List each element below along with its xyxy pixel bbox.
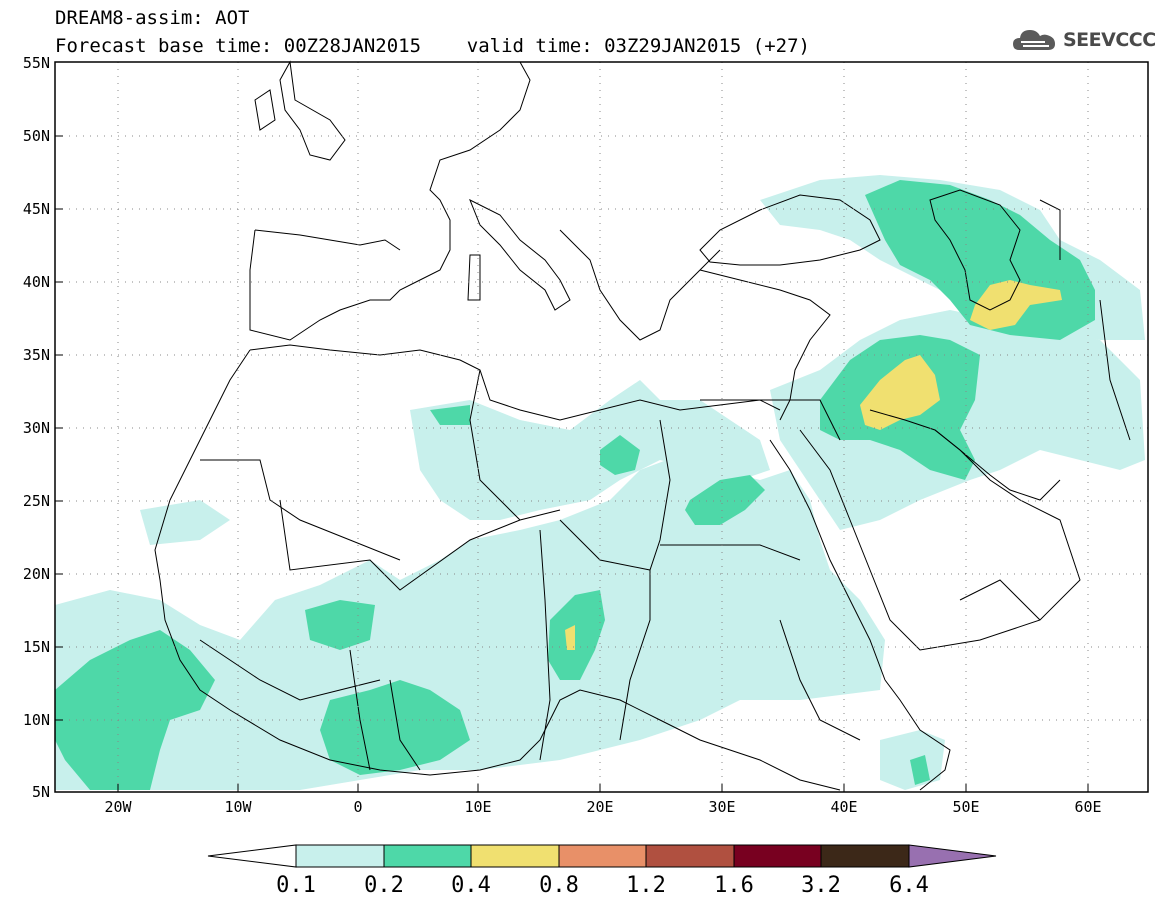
lon-label: 30E [708, 798, 735, 816]
lon-label: 20W [104, 798, 132, 816]
grid [55, 62, 1148, 792]
lon-labels: 20W 10W 0 10E 20E 30E 40E 50E 60E [104, 798, 1101, 816]
cloud-icon [1013, 30, 1055, 50]
lon-label: 50E [952, 798, 979, 816]
lon-label: 40E [830, 798, 857, 816]
map-title: DREAM8-assim: AOT [55, 7, 250, 29]
colorbar-label: 6.4 [889, 873, 929, 898]
colorbar-label: 0.2 [364, 873, 404, 898]
colorbar-low-arrow [207, 844, 297, 868]
lat-label: 30N [23, 419, 50, 437]
lon-label: 0 [353, 798, 362, 816]
colorbar-swatch [470, 844, 560, 868]
map-frame [54, 61, 1149, 793]
colorbar-swatch [383, 844, 472, 868]
lon-label: 10E [464, 798, 491, 816]
seevccc-logo: SEEVCCC [1011, 22, 1156, 58]
lat-label: 20N [23, 565, 50, 583]
colorbar-label: 1.2 [626, 873, 666, 898]
lat-label: 25N [23, 492, 50, 510]
lat-label: 35N [23, 346, 50, 364]
lat-label: 15N [23, 638, 50, 656]
colorbar-label: 0.1 [276, 873, 316, 898]
colorbar: 0.1 0.2 0.4 0.8 1.2 1.6 3.2 6.4 [207, 844, 997, 898]
colorbar-swatch [733, 844, 822, 868]
lat-label: 55N [23, 54, 50, 72]
colorbar-swatch [295, 844, 385, 868]
colorbar-label: 0.4 [451, 873, 491, 898]
colorbar-swatch [820, 844, 910, 868]
lat-label: 10N [23, 711, 50, 729]
colorbar-label: 0.8 [539, 873, 579, 898]
coastlines [154, 60, 1131, 791]
lat-label: 40N [23, 273, 50, 291]
ticks [55, 135, 1089, 792]
aot-fields [55, 175, 1145, 790]
lat-labels: 55N 50N 45N 40N 35N 30N 25N 20N 15N 10N … [23, 54, 50, 801]
colorbar-swatch [645, 844, 735, 868]
map-subtitle: Forecast base time: 00Z28JAN2015 valid t… [55, 35, 810, 57]
colorbar-high-arrow [908, 844, 997, 868]
lon-label: 10W [224, 798, 252, 816]
lat-label: 50N [23, 127, 50, 145]
colorbar-swatch [558, 844, 647, 868]
logo-text: SEEVCCC [1063, 29, 1156, 51]
colorbar-label: 1.6 [714, 873, 754, 898]
colorbar-label: 3.2 [801, 873, 841, 898]
lon-label: 60E [1074, 798, 1101, 816]
lat-label: 5N [32, 783, 50, 801]
lon-label: 20E [586, 798, 613, 816]
lat-label: 45N [23, 200, 50, 218]
